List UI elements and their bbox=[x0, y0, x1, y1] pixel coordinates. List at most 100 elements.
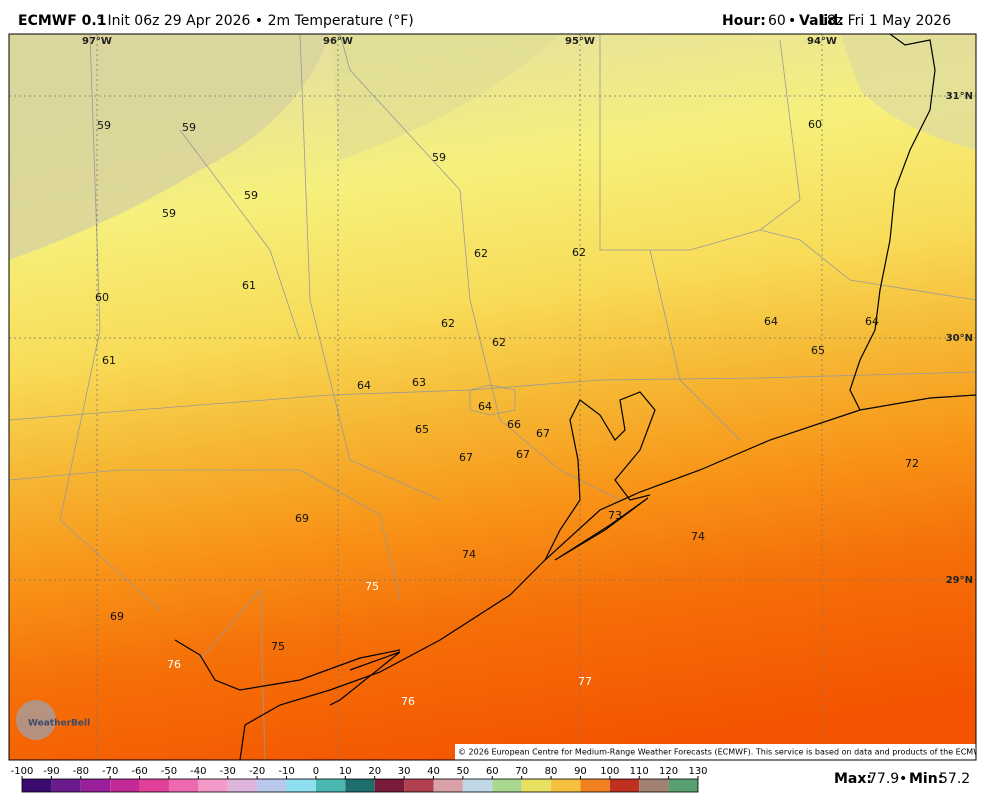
temperature-label: 61 bbox=[242, 279, 256, 292]
colorbar-tick-label: 50 bbox=[457, 766, 470, 777]
colorbar: -100 -90 -80 -70 -60 -50 -40 -30 -20 -10 0 10 20 30 40… bbox=[11, 766, 708, 793]
colorbar-swatch bbox=[110, 779, 140, 792]
graticule bbox=[9, 34, 976, 760]
temperature-label: 61 bbox=[102, 354, 116, 367]
temperature-label: 67 bbox=[536, 427, 550, 440]
temperature-label: 62 bbox=[441, 317, 455, 330]
temperature-label: 62 bbox=[492, 336, 506, 349]
colorbar-swatch bbox=[139, 779, 169, 792]
colorbar-swatch bbox=[433, 779, 463, 792]
temperature-label: 76 bbox=[167, 658, 181, 671]
colorbar-tick-label: 120 bbox=[659, 766, 678, 777]
header: ECMWF 0.1 ° Init 06z 29 Apr 2026 • 2m Te… bbox=[18, 13, 951, 29]
colorbar-tick-label: -90 bbox=[43, 766, 59, 777]
colorbar-frame bbox=[21, 778, 699, 793]
model-name: ECMWF 0.1 bbox=[18, 13, 106, 29]
run-details: ° Init 06z 29 Apr 2026 • 2m Temperature … bbox=[96, 13, 414, 29]
hour: 60 bbox=[768, 13, 786, 29]
colorbar-swatch bbox=[374, 779, 405, 792]
colorbar-swatch bbox=[492, 779, 522, 792]
colorbar-tick-label: 80 bbox=[545, 766, 558, 777]
temperature-label: 59 bbox=[162, 207, 176, 220]
colorbar-tick-label: 40 bbox=[427, 766, 440, 777]
temperature-label: 69 bbox=[110, 610, 124, 623]
map: 97°W 96°W 95°W 94°W 31°N 30°N 29°N 59 59 59 59 59 6… bbox=[9, 34, 984, 760]
colorbar-swatch bbox=[668, 779, 698, 792]
temperature-label: 75 bbox=[365, 580, 379, 593]
logo-text: WeatherBell bbox=[28, 719, 90, 729]
temperature-label: 59 bbox=[182, 121, 196, 134]
colorbar-swatch bbox=[286, 779, 316, 792]
colorbar-swatch bbox=[580, 779, 610, 792]
colorbar-tick-label: 30 bbox=[398, 766, 411, 777]
temperature-label: 64 bbox=[478, 400, 492, 413]
colorbar-swatch bbox=[345, 779, 375, 792]
map-frame bbox=[8, 33, 977, 761]
colorbar-swatch bbox=[80, 779, 111, 792]
copyright: © 2026 European Centre for Medium-Range … bbox=[458, 748, 984, 757]
longitude-label: 97°W bbox=[82, 36, 112, 47]
colorbar-tick-label: -100 bbox=[11, 766, 34, 777]
cool-region bbox=[330, 34, 560, 160]
colorbar-swatch bbox=[22, 779, 52, 792]
colorbar-swatch bbox=[521, 779, 552, 792]
colorbar-tick-label: -80 bbox=[73, 766, 89, 777]
colorbar-swatch bbox=[315, 779, 346, 792]
colorbar-tick-label: 90 bbox=[574, 766, 587, 777]
latitude-label: 31°N bbox=[946, 91, 973, 102]
valid-time: 18z Fri 1 May 2026 bbox=[818, 13, 951, 29]
colorbar-swatch bbox=[227, 779, 258, 792]
temperature-label: 60 bbox=[95, 291, 109, 304]
colorbar-tick-label: -70 bbox=[102, 766, 118, 777]
colorbar-swatch bbox=[609, 779, 640, 792]
longitude-label: 95°W bbox=[565, 36, 595, 47]
separator: • bbox=[899, 771, 907, 787]
colorbar-swatch bbox=[198, 779, 228, 792]
colorbar-tick-label: 100 bbox=[600, 766, 619, 777]
colorbar-tick-label: -10 bbox=[278, 766, 294, 777]
footer: Max: 77.9 • Min: 57.2 bbox=[834, 771, 970, 787]
temperature-label: 64 bbox=[865, 315, 879, 328]
colorbar-tick-label: 60 bbox=[486, 766, 499, 777]
temperature-label: 73 bbox=[608, 509, 622, 522]
colorbar-tick-label: -50 bbox=[161, 766, 177, 777]
colorbar-swatch bbox=[168, 779, 199, 792]
temperature-label: 66 bbox=[507, 418, 521, 431]
max-value: 77.9 bbox=[868, 771, 899, 787]
logo: WeatherBell bbox=[16, 700, 90, 740]
temperature-label: 63 bbox=[412, 376, 426, 389]
colorbar-tick-label: -20 bbox=[249, 766, 265, 777]
temperature-label: 65 bbox=[415, 423, 429, 436]
colorbar-tick-label: -30 bbox=[220, 766, 236, 777]
colorbar-swatch bbox=[257, 779, 287, 792]
coastline bbox=[174, 34, 976, 760]
colorbar-tick-label: -60 bbox=[131, 766, 147, 777]
temperature-label: 64 bbox=[357, 379, 371, 392]
colorbar-swatch bbox=[51, 779, 81, 792]
temperature-label: 77 bbox=[578, 675, 592, 688]
temperature-label: 74 bbox=[462, 548, 476, 561]
latitude-label: 30°N bbox=[946, 333, 973, 344]
longitude-label: 94°W bbox=[807, 36, 837, 47]
geo-labels: 97°W 96°W 95°W 94°W 31°N 30°N 29°N bbox=[82, 36, 973, 586]
longitude-label: 96°W bbox=[323, 36, 353, 47]
temperature-label: 65 bbox=[811, 344, 825, 357]
temperature-label: 74 bbox=[691, 530, 705, 543]
county-lines bbox=[9, 34, 976, 760]
separator: • bbox=[788, 13, 796, 29]
colorbar-swatch bbox=[551, 779, 581, 792]
colorbar-tick-label: 10 bbox=[339, 766, 352, 777]
colorbar-tick-label: 0 bbox=[313, 766, 319, 777]
colorbar-swatch bbox=[404, 779, 434, 792]
colorbar-tick-label: 70 bbox=[515, 766, 528, 777]
temperature-label: 76 bbox=[401, 695, 415, 708]
temperature-label: 60 bbox=[808, 118, 822, 131]
temperature-label: 69 bbox=[295, 512, 309, 525]
copyright-box bbox=[455, 744, 976, 760]
colorbar-tick-label: 20 bbox=[368, 766, 381, 777]
valid-label: Valid: bbox=[799, 13, 844, 29]
temperature-label: 67 bbox=[459, 451, 473, 464]
min-label: Min: bbox=[909, 771, 943, 787]
